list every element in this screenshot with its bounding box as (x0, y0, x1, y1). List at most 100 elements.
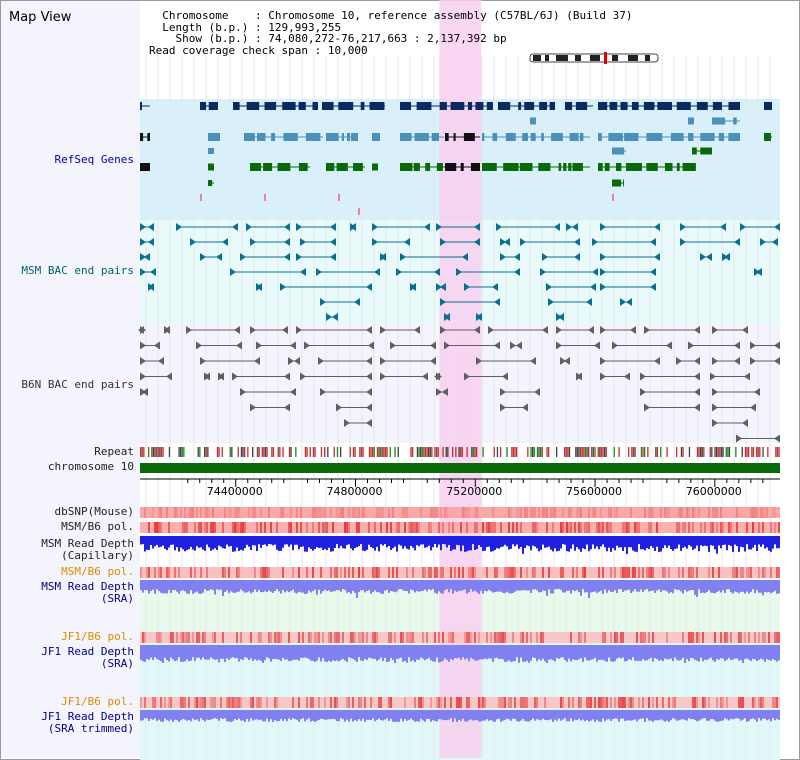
jf1-depth-trimmed-track-bar (428, 710, 430, 720)
jf1-depth-sra-track-bar (342, 645, 344, 659)
jf1-depth-trimmed-track-bar (566, 710, 568, 722)
msm-depth-sra-track-bar (668, 580, 670, 594)
jf1-b6-pol-track-mark (520, 632, 522, 643)
jf1-depth-sra-track-bar (502, 645, 504, 660)
dbsnp-track-mark (682, 507, 684, 518)
gene-exon (558, 163, 562, 171)
jf1-b6-pol-track-mark (390, 632, 392, 643)
msm-depth-sra-track-bar (372, 580, 374, 592)
jf1-depth-sra-track-bar (702, 645, 704, 662)
dbsnp-track-mark (754, 507, 756, 518)
msm-depth-capillary-track-bar (388, 536, 390, 547)
dbsnp-track-mark (678, 507, 680, 518)
jf1-depth-sra-track-bar (764, 645, 766, 662)
jf1-depth-sra-track (140, 645, 780, 663)
jf1-depth-trimmed-track-bar (582, 710, 584, 720)
jf1-depth-trimmed-track-bar (772, 710, 774, 719)
jf1-depth-sra-track-bar (276, 645, 278, 660)
dbsnp-track-mark (268, 507, 270, 518)
msm-depth-capillary-track-bar (562, 536, 564, 545)
jf1-b6-pol-track-mark (260, 632, 262, 643)
bac-end-marker (166, 372, 172, 381)
jf1-b6-pol-track-2-mark (360, 697, 362, 708)
msm-b6-pol-track-mark (512, 522, 514, 533)
msm-depth-sra-track-bar (752, 580, 754, 590)
msm-depth-capillary-track-bar (732, 536, 734, 552)
repeat-mark (436, 447, 438, 457)
jf1-depth-sra-track-bar (658, 645, 660, 661)
bac-end-marker (586, 298, 592, 306)
gene-exon (400, 133, 412, 141)
msm-b6-pol-track-mark (490, 522, 492, 533)
jf1-depth-sra-track-bar (216, 645, 218, 660)
msm-depth-sra-track-bar (666, 580, 668, 592)
msm-b6-pol-track-mark (534, 522, 536, 533)
msm-depth-sra-track-bar (360, 580, 362, 591)
msm-depth-sra-track-bar (536, 580, 538, 591)
msm-depth-sra-track-bar (618, 580, 620, 590)
jf1-b6-pol-track-mark (274, 632, 276, 643)
gene-exon (140, 133, 144, 141)
jf1-depth-trimmed-track-bar (318, 710, 320, 720)
msm-depth-capillary-track-bar (348, 536, 350, 545)
msm-b6-pol-track-mark (264, 522, 266, 533)
msm-depth-sra-track-bar (652, 580, 654, 591)
msm-depth-capillary-track-bar (514, 536, 516, 547)
jf1-b6-pol-track-mark (308, 632, 310, 643)
msm-depth-sra-track-bar (140, 580, 142, 591)
msm-b6-pol-track-2-mark (776, 567, 778, 578)
msm-depth-sra-track-bar (230, 580, 232, 592)
jf1-b6-pol-track-mark (636, 632, 638, 643)
repeat-mark (140, 447, 142, 457)
jf1-b6-pol-track-2-mark (694, 697, 696, 708)
msm-depth-sra-track-bar (284, 580, 286, 593)
msm-depth-capillary-track-bar (770, 536, 772, 552)
msm-depth-sra-track-bar (310, 580, 312, 593)
gene-exon (400, 163, 413, 171)
msm-depth-capillary-track-bar (400, 536, 402, 546)
jf1-b6-pol-track-2-mark (370, 697, 372, 708)
bac-end-marker (344, 419, 350, 427)
jf1-depth-sra-track-bar (478, 645, 480, 660)
b6n-bac-end-pairs (138, 326, 780, 443)
bac-end-marker (510, 341, 516, 350)
jf1-depth-trimmed-track-bar (304, 710, 306, 722)
msm-b6-pol-track-2-mark (330, 567, 332, 578)
msm-b6-pol-track-mark (430, 522, 432, 533)
msm-depth-sra-track-bar (232, 580, 234, 593)
jf1-depth-trimmed-track-bar (770, 710, 772, 722)
bac-end-marker (742, 326, 748, 334)
track-label-refseq[interactable]: RefSeq Genes (54, 153, 134, 166)
repeat-mark (756, 447, 758, 457)
bac-end-marker (216, 253, 222, 261)
msm-b6-pol-track-2-mark (178, 567, 180, 578)
msm-depth-sra-track-bar (174, 580, 176, 590)
msm-depth-sra-track-bar (550, 580, 552, 594)
gene-exon (579, 133, 584, 141)
msm-b6-pol-track-2-mark (646, 567, 648, 578)
jf1-depth-trimmed-track-bar (610, 710, 612, 721)
bac-end-marker (694, 403, 700, 412)
jf1-b6-pol-track-mark (504, 632, 506, 643)
jf1-b6-pol-track-2-mark (618, 697, 620, 708)
msm-b6-pol-track-mark (198, 522, 200, 533)
jf1-depth-sra-track-bar (416, 645, 418, 660)
msm-depth-capillary-track-bar (218, 536, 220, 546)
jf1-depth-trimmed-track (140, 710, 780, 722)
msm-depth-capillary-track-bar (140, 536, 142, 545)
bac-end-marker (444, 313, 450, 321)
gene-exon (282, 102, 296, 110)
track-label-b6n-bac[interactable]: B6N BAC end pairs (21, 378, 134, 391)
info-length-row: Length (b.p.) : 129,993,255 (162, 20, 342, 34)
jf1-b6-pol-track-mark (530, 632, 532, 643)
jf1-depth-sra-track-bar (496, 645, 498, 658)
msm-b6-pol-track-mark (346, 522, 348, 533)
msm-depth-capillary-track-bar (230, 536, 232, 547)
jf1-b6-pol-track-mark (682, 632, 684, 643)
jf1-b6-pol-track-mark (310, 632, 312, 643)
jf1-depth-sra-track-bar (238, 645, 240, 662)
msm-depth-capillary-track-bar (454, 536, 456, 550)
track-label-msm-bac[interactable]: MSM BAC end pairs (21, 264, 134, 277)
jf1-b6-pol-track-2-mark (336, 697, 338, 708)
